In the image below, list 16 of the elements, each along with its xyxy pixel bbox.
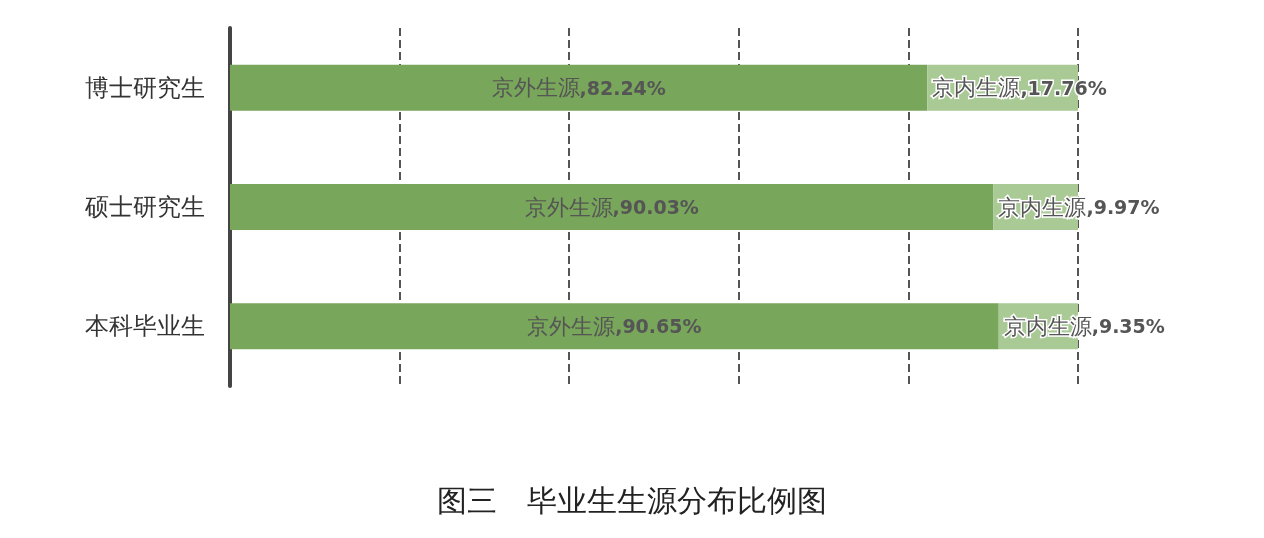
- y-tick-label: 硕士研究生: [84, 193, 205, 221]
- series-label: 京外生源: [491, 75, 580, 101]
- data-label: ,90.65%: [615, 315, 702, 338]
- y-tick-label: 本科毕业生: [85, 312, 205, 341]
- bar: [230, 184, 994, 230]
- data-label: ,82.24%: [579, 76, 666, 99]
- data-label: ,9.97%: [1086, 196, 1160, 218]
- data-label: ,90.03%: [612, 196, 699, 218]
- text: 京外生源: [527, 313, 616, 339]
- y-tick-label: 博士研究生: [85, 73, 205, 102]
- data-label: ,9.35%: [1091, 315, 1165, 338]
- text: 图三 毕业生生源分布比例图: [437, 482, 827, 518]
- bar: [230, 64, 928, 111]
- series-label: 京内生源: [932, 75, 1021, 101]
- text: 京外生源: [524, 194, 613, 220]
- bar: [230, 303, 999, 350]
